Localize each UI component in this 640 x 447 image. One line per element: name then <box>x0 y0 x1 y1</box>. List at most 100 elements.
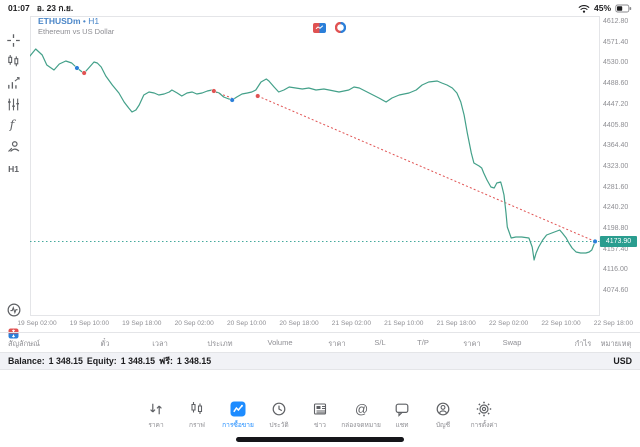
price-tick-label: 4405.80 <box>603 121 629 129</box>
tab-trade[interactable]: การซื้อขาย <box>218 399 259 439</box>
price-tick-label: 4116.00 <box>603 266 628 274</box>
symbol-bullet: • <box>82 16 86 26</box>
price-tick-label: 4074.60 <box>603 287 629 295</box>
chart-tool-rail: f H1 <box>0 16 30 339</box>
functions-button[interactable]: f <box>4 115 23 134</box>
objects-button[interactable] <box>4 95 23 114</box>
status-date: อ. 23 ก.ย. <box>36 3 74 13</box>
tab-charts[interactable]: กราฟ <box>177 399 218 439</box>
time-tick-label: 21 Sep 10:00 <box>384 320 424 327</box>
candlestick-icon <box>189 401 205 417</box>
price-tick-label: 4488.60 <box>603 80 629 88</box>
price-tick-label: 4530.00 <box>603 59 629 67</box>
at-sign-icon: @ <box>355 402 368 417</box>
price-tick-label: 4281.60 <box>603 183 629 191</box>
free-margin-value: 1 348.15 <box>176 356 212 366</box>
tab-quotes[interactable]: ราคา <box>136 399 177 439</box>
time-tick-label: 19 Sep 02:00 <box>17 320 57 327</box>
time-tick-label: 22 Sep 02:00 <box>488 320 529 327</box>
tab-settings[interactable]: การตั้งค่า <box>464 399 505 439</box>
price-tick-label: 4612.80 <box>603 18 629 25</box>
battery-icon <box>615 4 632 13</box>
chart-timeframe: H1 <box>88 16 100 26</box>
session-clock-icon[interactable] <box>335 20 346 38</box>
trade-marker-current[interactable] <box>592 238 598 244</box>
column-comment: หมายเหตุ <box>600 339 632 348</box>
equity-label: Equity: <box>86 356 117 366</box>
price-tick-label: 4198.80 <box>603 225 629 232</box>
status-bar: 01:07 อ. 23 ก.ย. 45% <box>0 0 640 16</box>
balance-value: 1 348.15 <box>48 356 83 366</box>
column-ticket: ตั๋ว <box>100 339 110 348</box>
time-tick-label: 20 Sep 18:00 <box>279 320 319 327</box>
tab-accounts[interactable]: บัญชี <box>423 399 464 439</box>
clock-icon <box>271 401 287 417</box>
price-chart[interactable] <box>30 16 600 316</box>
price-tick-label: 4571.40 <box>603 38 629 46</box>
time-tick-label: 21 Sep 18:00 <box>436 320 476 327</box>
tab-news[interactable]: ข่าว <box>300 399 341 439</box>
battery-percent: 45% <box>593 3 611 13</box>
time-axis[interactable]: 19 Sep 02:00 19 Sep 10:00 19 Sep 18:00 20 S… <box>0 316 640 333</box>
time-tick-label: 19 Sep 10:00 <box>69 320 110 327</box>
timeframe-button[interactable]: H1 <box>4 159 23 178</box>
current-price-badge: 4173.90 <box>600 235 637 247</box>
price-tick-label: 4364.40 <box>603 142 629 150</box>
column-price-current: ราคา <box>463 339 481 348</box>
positions-table-header: สัญลักษณ์ ตั๋ว เวลา ประเภท Volume ราคา S… <box>0 333 640 352</box>
candlestick-chart-button[interactable] <box>4 52 23 71</box>
time-tick-label: 22 Sep 10:00 <box>541 320 581 327</box>
trendline[interactable] <box>257 95 596 242</box>
indicators-button[interactable] <box>4 74 23 93</box>
trade-chart-icon <box>230 401 246 417</box>
symbol-name[interactable]: ETHUSDm <box>38 16 81 26</box>
column-swap: Swap <box>502 338 522 347</box>
column-volume: Volume <box>267 338 293 347</box>
free-margin-label: ฟรี: <box>158 356 173 366</box>
arrows-up-down-icon <box>148 401 164 417</box>
trade-marker-buy[interactable] <box>74 65 80 71</box>
home-indicator[interactable] <box>236 437 404 442</box>
timeframe-label: H1 <box>8 163 19 174</box>
tab-mailbox[interactable]: @ กล่องจดหมาย <box>341 399 382 439</box>
column-time: เวลา <box>152 339 168 348</box>
market-status-icon[interactable] <box>313 20 326 38</box>
draw-objects-button[interactable] <box>4 137 23 156</box>
time-tick-label: 21 Sep 02:00 <box>331 320 372 327</box>
clock-time: 01:07 <box>8 3 30 13</box>
bottom-nav-bar: ราคา กราฟ การซื้อขาย ประวัติ ข่าว @ กล่อ… <box>0 399 640 439</box>
column-profit: กำไร <box>574 339 592 348</box>
tab-history[interactable]: ประวัติ <box>259 399 300 439</box>
chat-bubble-icon <box>394 401 410 417</box>
chart-plot-area[interactable] <box>30 16 600 316</box>
price-tick-label: 4157.40 <box>603 245 629 253</box>
balance-label: Balance: <box>8 356 45 366</box>
trade-marker-sell[interactable] <box>211 88 217 94</box>
account-currency: USD <box>613 356 632 366</box>
account-summary-bar[interactable]: Balance: 1 348.15 Equity: 1 348.15 ฟรี: 1 348… <box>0 352 640 370</box>
newspaper-icon <box>312 401 328 417</box>
pulse-button[interactable] <box>4 300 23 319</box>
price-tick-label: 4323.00 <box>603 162 629 170</box>
price-line-series <box>30 48 596 261</box>
svg-text:f: f <box>9 118 17 132</box>
column-type: ประเภท <box>207 339 233 348</box>
column-price-open: ราคา <box>328 339 346 348</box>
column-tp: T/P <box>417 338 429 347</box>
trade-marker-buy[interactable] <box>229 97 235 103</box>
time-tick-label: 20 Sep 02:00 <box>174 320 214 327</box>
time-tick-label: 22 Sep 18:00 <box>593 320 634 327</box>
time-tick-label: 19 Sep 18:00 <box>122 320 162 327</box>
trade-marker-sell[interactable] <box>255 93 261 99</box>
crosshair-button[interactable] <box>4 31 23 50</box>
price-axis[interactable]: 4612.80 4571.40 4530.00 4488.60 4447.20 4405.… <box>600 16 640 316</box>
trade-marker-sell[interactable] <box>81 70 87 76</box>
price-tick-label: 4240.20 <box>603 204 629 212</box>
wifi-icon <box>578 4 590 13</box>
column-symbol: สัญลักษณ์ <box>8 339 41 348</box>
chart-header[interactable]: ETHUSDm • H1 Ethereum vs US Dollar <box>38 16 114 36</box>
svg-text:@: @ <box>355 402 368 417</box>
tab-chat[interactable]: แชท <box>382 399 423 439</box>
price-tick-label: 4447.20 <box>603 100 629 108</box>
